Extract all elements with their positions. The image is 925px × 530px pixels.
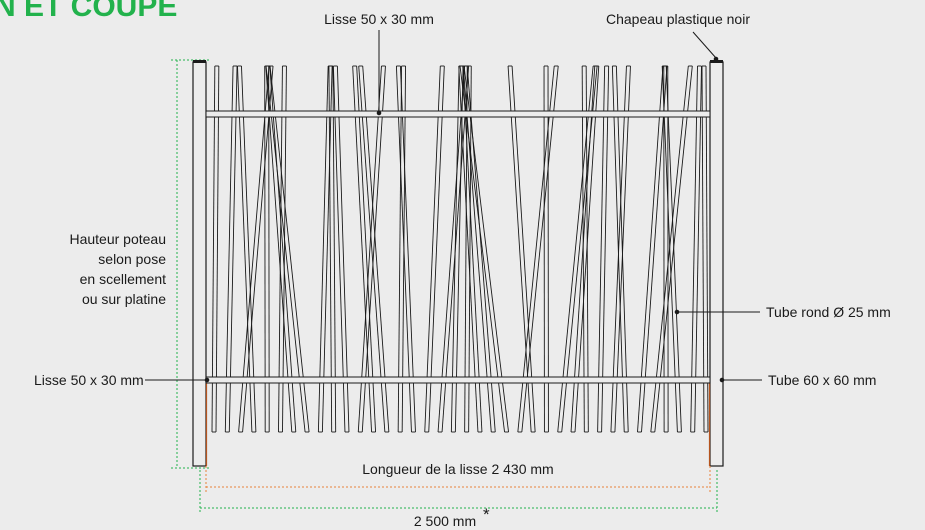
label-lisse-top: Lisse 50 x 30 mm xyxy=(324,11,434,27)
round-tube xyxy=(278,65,287,433)
round-tube xyxy=(581,65,589,433)
round-tube xyxy=(424,65,445,433)
round-tube xyxy=(459,65,509,433)
round-tube xyxy=(462,65,496,433)
round-tube xyxy=(661,65,682,433)
round-tube xyxy=(464,65,472,433)
bottom-rail xyxy=(205,376,711,384)
label-longueur-totale: 2 500 mm xyxy=(414,513,476,529)
section-title: N ET COUPE xyxy=(0,0,177,23)
round-tube xyxy=(690,65,702,433)
leader-dot-tube-carre xyxy=(719,377,725,383)
round-tube xyxy=(238,65,274,433)
label-tube-carre: Tube 60 x 60 mm xyxy=(768,372,876,388)
round-tube xyxy=(265,65,310,433)
rail-length-dimension xyxy=(205,466,711,492)
total-length-dimension xyxy=(199,470,718,514)
height-dimension xyxy=(171,59,210,469)
top-rail xyxy=(205,110,711,118)
label-hauteur-4: ou sur platine xyxy=(82,291,166,307)
right-post xyxy=(708,60,724,467)
round-tube xyxy=(701,65,709,433)
leaders xyxy=(145,30,762,383)
round-tube xyxy=(328,65,337,433)
label-hauteur-3: en scellement xyxy=(80,271,166,287)
label-chapeau: Chapeau plastique noir xyxy=(606,11,750,27)
leader-dot-lisse-bottom xyxy=(204,377,210,383)
left-post xyxy=(192,60,208,467)
round-tube xyxy=(507,65,536,433)
label-lisse-bottom: Lisse 50 x 30 mm xyxy=(34,372,144,388)
leader-dot-lisse-top xyxy=(376,110,382,116)
label-hauteur-2: selon pose xyxy=(98,251,166,267)
label-longueur-lisse: Longueur de la lisse 2 430 mm xyxy=(362,461,553,477)
leader-dot-chapeau xyxy=(713,56,719,62)
round-tube xyxy=(395,65,416,433)
round-tubes-group xyxy=(211,65,709,433)
round-tube xyxy=(237,65,257,433)
round-tube xyxy=(211,65,220,433)
round-tube xyxy=(224,65,238,433)
round-tube xyxy=(597,65,610,433)
label-hauteur-1: Hauteur poteau xyxy=(69,231,166,247)
round-tube xyxy=(352,65,377,433)
round-tube xyxy=(358,65,390,433)
label-asterisk: * xyxy=(483,505,490,524)
round-tube xyxy=(332,65,350,433)
round-tube xyxy=(611,65,629,433)
leader-dot-tube-rond xyxy=(674,309,680,315)
round-tube xyxy=(543,65,549,433)
label-tube-rond: Tube rond Ø 25 mm xyxy=(766,304,891,320)
round-tube xyxy=(357,65,386,433)
